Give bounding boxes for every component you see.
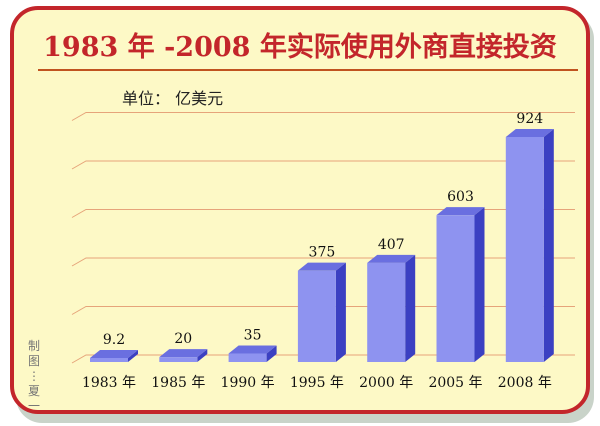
category-label: 1990 年 xyxy=(221,375,275,391)
data-label: 35 xyxy=(244,327,262,343)
bar-front xyxy=(159,357,198,362)
bar xyxy=(228,345,277,362)
bar xyxy=(90,350,138,362)
bar-side xyxy=(405,254,416,362)
bar xyxy=(159,349,208,362)
bar-side xyxy=(474,207,485,362)
bar xyxy=(367,254,416,362)
chart-title: 1983 年 -2008 年实际使用外商直接投资 xyxy=(43,31,557,63)
unit-label: 单位： 亿美元 xyxy=(122,89,223,108)
data-label: 20 xyxy=(174,331,192,347)
gridline xyxy=(71,209,575,218)
credit-char: 制 xyxy=(28,339,40,353)
bar-top xyxy=(436,207,485,216)
bar-front xyxy=(228,353,267,362)
category-label: 2008 年 xyxy=(498,375,552,391)
bar-top xyxy=(159,349,208,358)
credit-char: 一 xyxy=(28,399,40,413)
bar xyxy=(297,262,346,362)
gridline xyxy=(71,160,575,170)
credit-char: 图 xyxy=(28,354,40,368)
bar-front xyxy=(436,215,475,362)
data-label: 9.2 xyxy=(103,332,125,348)
bar xyxy=(505,129,554,362)
bar-side xyxy=(128,350,138,362)
data-label: 924 xyxy=(516,111,543,127)
credit-char: 夏 xyxy=(28,384,40,398)
bars xyxy=(90,129,554,362)
gridline xyxy=(71,112,575,121)
bar xyxy=(436,207,485,362)
bar-side xyxy=(543,129,554,362)
bar-top xyxy=(297,262,346,271)
bar-side xyxy=(335,262,346,362)
category-label: 2000 年 xyxy=(359,375,413,391)
category-label: 1985 年 xyxy=(151,375,205,391)
labels: 9.2 1983 年 20 1985 年 35 1990 年 375 1995 年 407 200… xyxy=(82,111,552,391)
bar-side xyxy=(197,349,208,362)
bar-top xyxy=(505,129,554,137)
bar-top xyxy=(90,350,138,358)
data-label: 603 xyxy=(447,189,474,205)
bar-front xyxy=(505,137,544,362)
bar-top xyxy=(367,254,416,263)
bar-front xyxy=(297,270,336,362)
bar-front xyxy=(90,358,128,362)
bar-top xyxy=(228,345,277,354)
category-label: 1995 年 xyxy=(290,375,344,391)
bar-side xyxy=(266,345,277,362)
credit-char: ⋮ xyxy=(28,369,40,383)
credit: 制图⋮夏一 xyxy=(28,339,40,413)
bar-front xyxy=(367,262,406,362)
category-label: 2005 年 xyxy=(428,375,482,391)
data-label: 375 xyxy=(309,245,336,261)
category-label: 1983 年 xyxy=(82,375,136,391)
data-label: 407 xyxy=(378,237,405,253)
